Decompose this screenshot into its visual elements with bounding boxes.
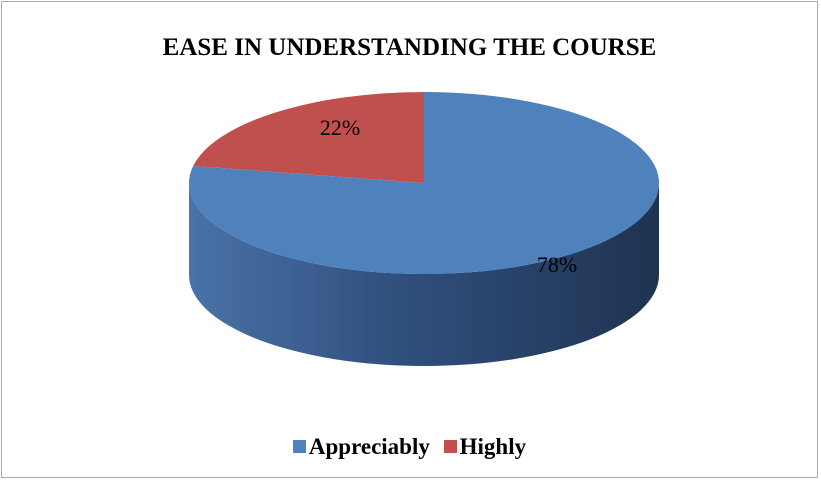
legend-swatch-highly (443, 440, 457, 453)
legend-label-highly: Highly (459, 433, 527, 459)
pie-data-labels: 78% 22% (320, 115, 577, 277)
pie-side-appreciably (189, 183, 659, 366)
pie-slice-highly (193, 92, 424, 183)
legend-swatch-appreciably (292, 440, 306, 453)
pie-slice-appreciably (189, 92, 659, 275)
legend: Appreciably Highly (2, 433, 817, 460)
data-label-highly: 22% (320, 115, 360, 140)
pie-side-wall (189, 183, 659, 366)
legend-item-appreciably: Appreciably (292, 433, 430, 460)
legend-label-appreciably: Appreciably (308, 433, 430, 459)
chart-title: EASE IN UNDERSTANDING THE COURSE (162, 34, 657, 61)
pie-top (189, 92, 659, 275)
legend-item-highly: Highly (443, 433, 527, 460)
data-label-appreciably: 78% (537, 252, 577, 277)
